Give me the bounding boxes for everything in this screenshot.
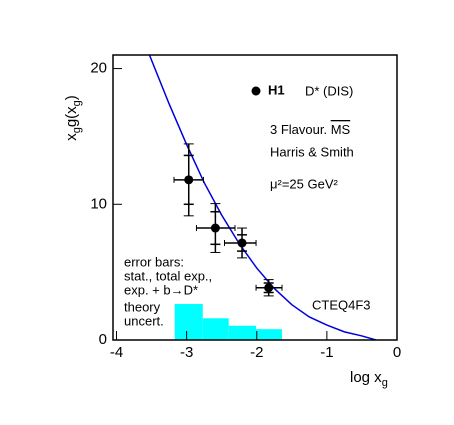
x-tick-label: 0	[393, 344, 401, 361]
y-axis-label-part: g	[71, 100, 83, 106]
uncertainty-bar	[256, 329, 282, 340]
x-tick-label: -2	[250, 344, 263, 361]
y-axis-label-part: g(x	[63, 106, 80, 127]
error-note: error bars:	[124, 254, 184, 269]
uncertainty-bar	[228, 325, 257, 340]
theory-note: uncert.	[124, 313, 164, 328]
y-axis-label-part: )	[63, 95, 80, 100]
y-axis-label-part: g	[71, 127, 83, 133]
x-axis-label-sub: g	[382, 377, 388, 389]
x-axis-label: log xg	[350, 369, 388, 389]
data-point	[184, 175, 194, 185]
y-axis-label: xgg(xg)	[63, 95, 83, 141]
legend-marker	[251, 86, 261, 96]
x-axis-label-main: log x	[350, 369, 382, 386]
x-tick-label: -1	[320, 344, 333, 361]
frame	[112, 54, 398, 341]
error-note: stat., total exp.,	[124, 268, 212, 283]
flavour-label: 3 Flavour. MS	[270, 122, 351, 137]
flavour: 3 Flavour.	[270, 122, 331, 137]
scale: μ²=25 GeV²	[270, 176, 338, 191]
theory-note: theory	[124, 299, 161, 314]
data-point	[237, 238, 247, 248]
x-tick-label: -3	[180, 344, 193, 361]
y-axis-label-part: x	[63, 133, 80, 141]
y-tick-label: 10	[90, 195, 107, 212]
curve	[148, 55, 377, 340]
data-point	[264, 283, 274, 293]
curve-label: CTEQ4F3	[312, 297, 371, 312]
legend-name: H1	[268, 82, 285, 97]
authors: Harris & Smith	[270, 144, 354, 159]
legend-label: D* (DIS)	[305, 83, 353, 98]
error-note: exp. + b→D*	[124, 282, 198, 297]
y-tick-label: 0	[99, 331, 107, 348]
uncertainty-bar	[174, 304, 203, 340]
uncertainty-bar	[202, 318, 229, 340]
data-point	[210, 223, 220, 233]
y-tick-label: 20	[90, 60, 107, 77]
x-tick-label: -4	[110, 344, 123, 361]
scheme: MS	[331, 122, 351, 137]
